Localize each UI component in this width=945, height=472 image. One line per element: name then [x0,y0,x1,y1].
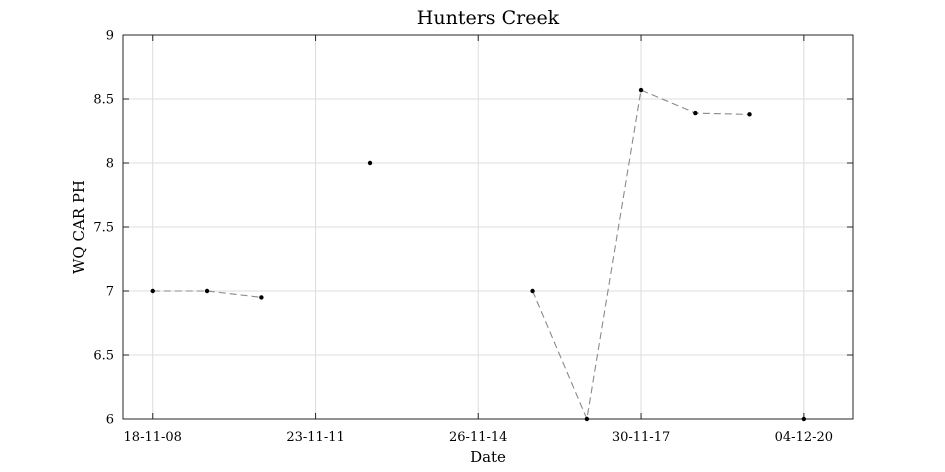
series-line-segment [532,89,750,421]
data-point [693,110,698,116]
data-point [638,87,644,93]
x-tick-label: 30-11-17 [612,430,670,445]
x-axis-label: Date [470,448,506,466]
series-line-segment [152,290,262,298]
data-point [530,288,535,294]
grid [123,34,853,420]
y-tick-label: 8.5 [93,93,114,108]
y-tick-label: 6.5 [93,349,114,364]
y-tick-label: 8 [106,157,114,172]
x-tick-label: 23-11-11 [286,430,344,445]
series [150,87,807,422]
x-tick-label: 04-12-20 [775,430,833,445]
chart-title: Hunters Creek [417,7,560,29]
data-point [150,288,155,294]
y-tick-label: 9 [106,29,114,44]
data-point [204,288,210,294]
axis-ticks: 6 6.5 7 7.5 8 8.5 9 18-11-08 23-11-11 26-11-14 30-… [93,29,853,445]
data-point [367,160,373,166]
data-point [801,416,807,422]
data-point [259,295,264,300]
x-tick-label: 26-11-14 [449,430,507,445]
y-axis-label: WQ CAR PH [70,180,88,274]
y-tick-label: 6 [106,413,114,428]
data-point [584,416,590,422]
y-tick-label: 7 [106,285,114,300]
y-tick-label: 7.5 [93,221,114,236]
data-point [747,112,752,117]
x-tick-label: 18-11-08 [124,430,182,445]
